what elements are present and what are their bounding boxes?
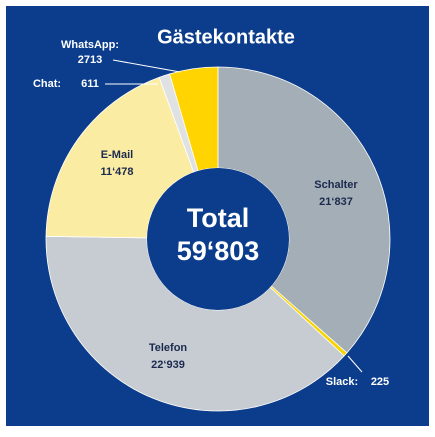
chart-title: Gästekontakte xyxy=(157,26,295,48)
slice-name: Chat: xyxy=(33,78,61,90)
slice-value: 225 xyxy=(371,376,389,388)
leader-line xyxy=(112,59,181,73)
slice-value: 2713 xyxy=(78,54,102,66)
slice-value: 11‘478 xyxy=(100,166,133,178)
center-disc xyxy=(147,168,289,310)
slice-name: WhatsApp: xyxy=(61,39,119,51)
slice-name: Schalter xyxy=(314,179,358,191)
center-total: 59‘803 xyxy=(177,236,260,266)
slice-value: 21‘837 xyxy=(319,196,353,208)
slice-value: 611 xyxy=(81,78,99,90)
slice-name: E-Mail xyxy=(101,149,133,161)
slice-name: Telefon xyxy=(149,342,188,354)
center-title: Total xyxy=(187,203,250,233)
slice-name: Slack: xyxy=(326,376,358,388)
slice-value: 22‘939 xyxy=(151,359,185,371)
leader-line xyxy=(347,355,363,373)
